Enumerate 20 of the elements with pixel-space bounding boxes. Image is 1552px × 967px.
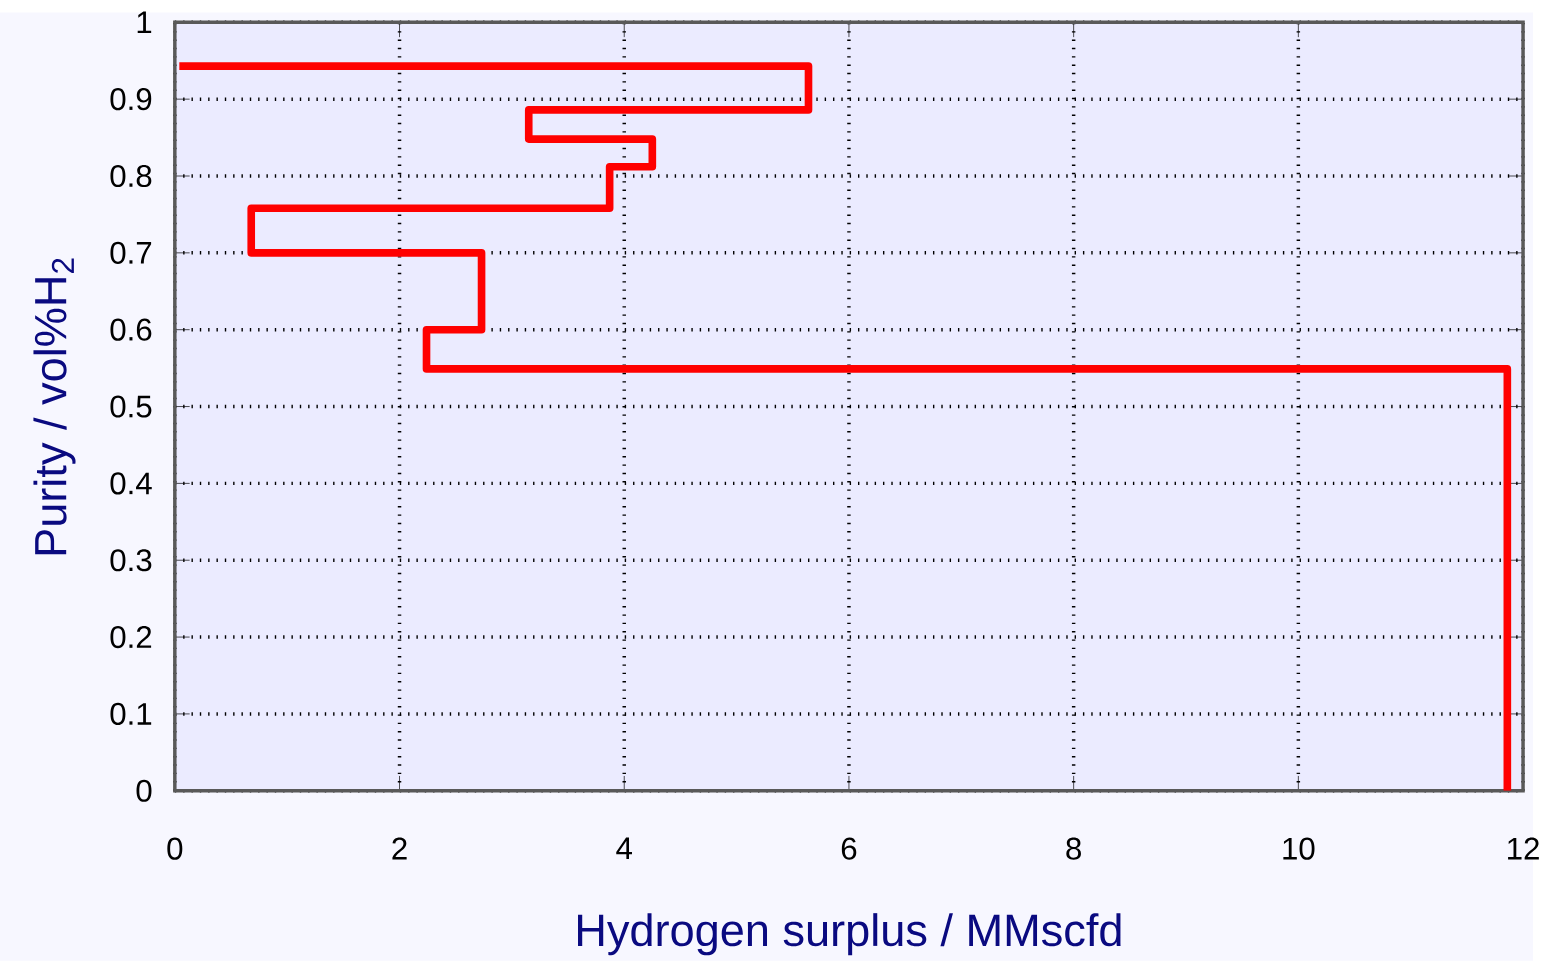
y-tick-label: 0.9	[110, 88, 152, 111]
y-tick-label: 0.7	[110, 241, 152, 265]
y-tick-label: 0	[136, 779, 152, 802]
x-tick-label: 10	[1283, 837, 1315, 860]
y-tick-label: 1	[137, 11, 152, 34]
y-tick-label: 0.8	[110, 165, 152, 188]
x-tick-label: 12	[1508, 837, 1539, 860]
x-tick-label: 2	[392, 837, 407, 860]
y-tick-label: 0.2	[110, 626, 152, 649]
x-tick-label: 4	[616, 837, 632, 860]
x-axis-title: Hydrogen surplus / MMscfd	[578, 913, 1121, 956]
y-tick-label: 0.1	[110, 702, 152, 726]
y-tick-label: 0.3	[110, 549, 152, 572]
x-tick-label: 6	[841, 837, 857, 860]
x-tick-label: 0	[167, 837, 183, 860]
y-axis-title: Purity / vol%H$_{2}$	[33, 258, 76, 555]
y-tick-label: 0.5	[110, 395, 152, 418]
y-tick-label: 0.4	[110, 472, 152, 495]
y-tick-label: 0.6	[110, 318, 152, 341]
x-tick-label: 8	[1066, 837, 1081, 860]
